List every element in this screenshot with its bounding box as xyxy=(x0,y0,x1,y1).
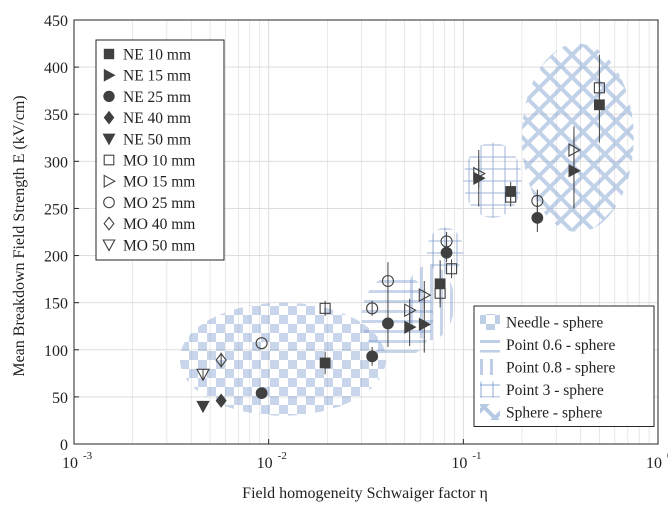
series-mo-25-mm xyxy=(255,189,544,350)
legend-swatch xyxy=(480,336,500,353)
region-grid xyxy=(463,142,522,218)
y-tick-label: 50 xyxy=(52,390,68,407)
legend-marker xyxy=(103,174,116,188)
region-dots xyxy=(179,302,386,416)
legend-box xyxy=(473,305,655,427)
data-point xyxy=(366,350,379,363)
y-tick-label: 150 xyxy=(44,296,68,313)
legend-swatch xyxy=(480,314,500,330)
data-point xyxy=(593,82,605,94)
y-tick-label: 400 xyxy=(44,60,68,77)
legend-label: Point 3 - sphere xyxy=(506,382,604,399)
legend-box xyxy=(95,39,225,261)
legend-label: Sphere - sphere xyxy=(506,405,603,422)
data-point xyxy=(440,235,453,248)
x-axis-label: Field homogeneity Schwaiger factor η xyxy=(242,485,488,502)
y-tick-label: 200 xyxy=(44,249,68,266)
legend-label: NE 40 mm xyxy=(123,110,191,127)
legend-label: NE 15 mm xyxy=(123,68,191,85)
data-point xyxy=(381,274,395,288)
legend-marker xyxy=(103,196,115,209)
data-point xyxy=(215,352,227,368)
legend-regions: Needle - sphere Point 0.6 - sphere Point 0… xyxy=(473,305,655,427)
y-tick-label: 450 xyxy=(44,13,68,30)
legend-label: NE 25 mm xyxy=(123,89,191,106)
shaded-regions xyxy=(179,43,634,416)
legend-label: MO 10 mm xyxy=(123,153,195,170)
x-tick-label: 10 xyxy=(646,455,662,472)
series-mo-10-mm xyxy=(319,54,605,316)
legend-label: MO 15 mm xyxy=(123,174,195,191)
y-tick-label: 100 xyxy=(44,343,68,360)
axis-ticks: 0 50 100 150 200 250 300 350 400 450 10 -3 10 -2 10 -1 1… xyxy=(44,13,668,472)
data-point xyxy=(446,263,458,275)
region-crosshatch xyxy=(521,43,634,233)
y-tick-label: 300 xyxy=(44,154,68,171)
series-mo-50-mm xyxy=(196,368,210,382)
legend-label: MO 40 mm xyxy=(123,216,195,233)
data-point xyxy=(531,194,544,207)
legend-markers: NE 10 mm NE 15 mm NE 25 mm NE 40 mm NE 50 mm… xyxy=(95,39,225,261)
data-point xyxy=(319,357,331,369)
series-ne-40-mm xyxy=(215,393,227,408)
legend-marker xyxy=(103,216,115,231)
x-tick-exponent: -1 xyxy=(472,450,481,462)
legend-label: Point 0.6 - sphere xyxy=(506,337,615,354)
y-axis-label: Mean Breakdown Field Strength E (kV/cm) xyxy=(11,95,28,376)
data-point xyxy=(196,368,210,382)
legend-label: Needle - sphere xyxy=(506,315,603,332)
legend-marker xyxy=(103,154,115,166)
data-points xyxy=(196,54,605,414)
legend-label: MO 50 mm xyxy=(123,237,195,254)
legend-marker xyxy=(103,110,115,125)
plot-frame xyxy=(73,19,659,445)
data-point xyxy=(255,387,268,400)
data-point xyxy=(404,303,417,318)
data-point xyxy=(196,400,210,414)
series-mo-15-mm xyxy=(404,126,582,322)
legend-swatch xyxy=(480,381,500,398)
legend-label: NE 50 mm xyxy=(123,131,191,148)
data-point xyxy=(473,166,486,181)
legend-marker xyxy=(103,48,115,60)
data-point xyxy=(215,393,227,408)
legend-label: NE 10 mm xyxy=(123,47,191,64)
legend-marker xyxy=(103,90,115,103)
series-mo-40-mm xyxy=(215,352,227,368)
data-point xyxy=(255,337,268,350)
data-point xyxy=(434,287,446,299)
data-point xyxy=(404,320,417,334)
y-tick-label: 0 xyxy=(60,437,68,454)
x-tick-exponent: -2 xyxy=(278,450,287,462)
legend-swatch xyxy=(480,404,500,420)
data-point xyxy=(418,288,432,303)
x-tick-exponent: -3 xyxy=(83,450,93,462)
legend-marker xyxy=(103,68,116,82)
data-point xyxy=(505,191,517,203)
data-point xyxy=(319,302,331,314)
legend-marker xyxy=(102,239,116,252)
y-tick-label: 350 xyxy=(44,107,68,124)
data-point xyxy=(418,317,432,332)
x-tick-label: 10 xyxy=(451,455,467,472)
series-ne-50-mm xyxy=(196,400,210,414)
data-point xyxy=(531,211,544,224)
legend-swatch xyxy=(480,359,500,375)
legend-label: Point 0.8 - sphere xyxy=(506,360,615,377)
data-point xyxy=(568,143,582,157)
legend-label: MO 25 mm xyxy=(123,195,195,212)
x-tick-label: 10 xyxy=(62,455,78,472)
legend-marker xyxy=(102,133,116,146)
data-point xyxy=(382,317,394,330)
data-point xyxy=(366,302,379,315)
y-tick-label: 250 xyxy=(44,201,68,218)
x-tick-label: 10 xyxy=(257,455,273,472)
